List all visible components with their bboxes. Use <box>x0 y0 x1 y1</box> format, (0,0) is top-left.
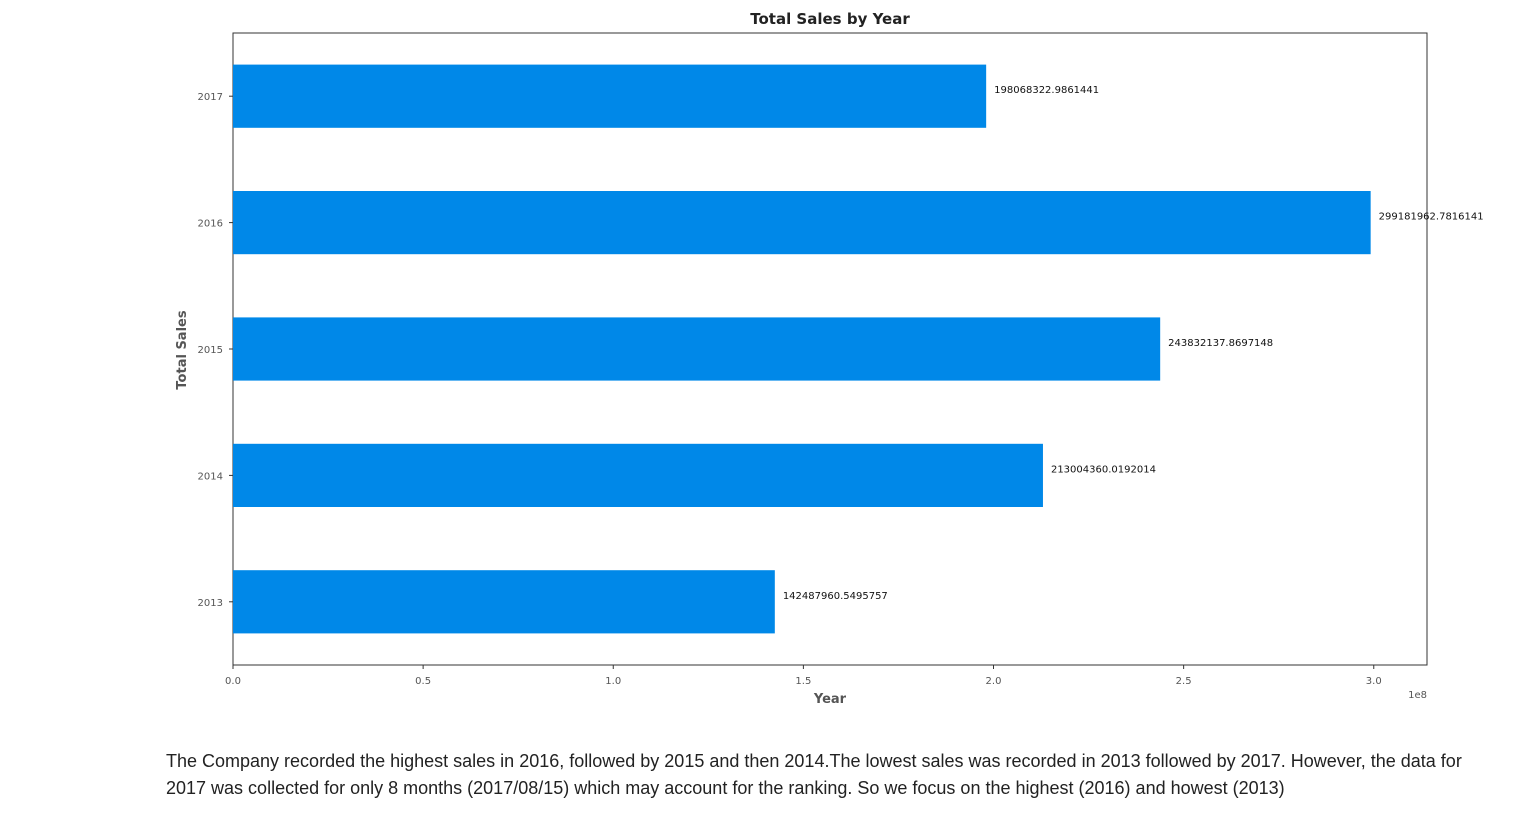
analysis-caption: The Company recorded the highest sales i… <box>166 751 1462 798</box>
x-tick-label: 0.5 <box>415 676 431 687</box>
x-axis-offset-label: 1e8 <box>1408 690 1427 701</box>
x-tick-label: 1.5 <box>795 676 811 687</box>
x-tick-label: 1.0 <box>605 676 621 687</box>
bar-2013 <box>233 570 775 634</box>
data-label-2013: 142487960.5495757 <box>783 591 888 602</box>
y-axis-ticks: 2013 2014 2015 2016 2017 <box>198 92 233 609</box>
x-tick-label: 0.0 <box>225 676 241 687</box>
chart-title: Total Sales by Year <box>750 10 910 28</box>
data-label-2014: 213004360.0192014 <box>1051 464 1156 475</box>
x-axis-ticks: 0.0 0.5 1.0 1.5 2.0 2.5 3.0 <box>225 665 1382 687</box>
bar-2014 <box>233 443 1043 507</box>
bar-2017 <box>233 64 987 128</box>
data-label-2015: 243832137.8697148 <box>1168 338 1273 349</box>
bars-group <box>233 64 1371 634</box>
x-tick-label: 2.0 <box>986 676 1002 687</box>
y-tick-label-2016: 2016 <box>198 219 223 230</box>
bar-2015 <box>233 317 1161 381</box>
data-label-2016: 299181962.7816141 <box>1379 212 1484 223</box>
x-tick-label: 3.0 <box>1366 676 1382 687</box>
bar-chart: Total Sales by Year 142487960.5495757 213… <box>175 10 1484 707</box>
bar-2016 <box>233 191 1371 255</box>
y-tick-label-2017: 2017 <box>198 92 223 103</box>
y-tick-label-2015: 2015 <box>198 345 223 356</box>
x-tick-label: 2.5 <box>1176 676 1192 687</box>
y-tick-label-2013: 2013 <box>198 598 223 609</box>
y-tick-label-2014: 2014 <box>198 471 223 482</box>
x-axis-label: Year <box>813 692 847 707</box>
data-labels-group: 142487960.5495757 213004360.0192014 243832… <box>783 85 1484 602</box>
y-axis-label: Total Sales <box>175 310 190 389</box>
data-label-2017: 198068322.9861441 <box>994 85 1099 96</box>
